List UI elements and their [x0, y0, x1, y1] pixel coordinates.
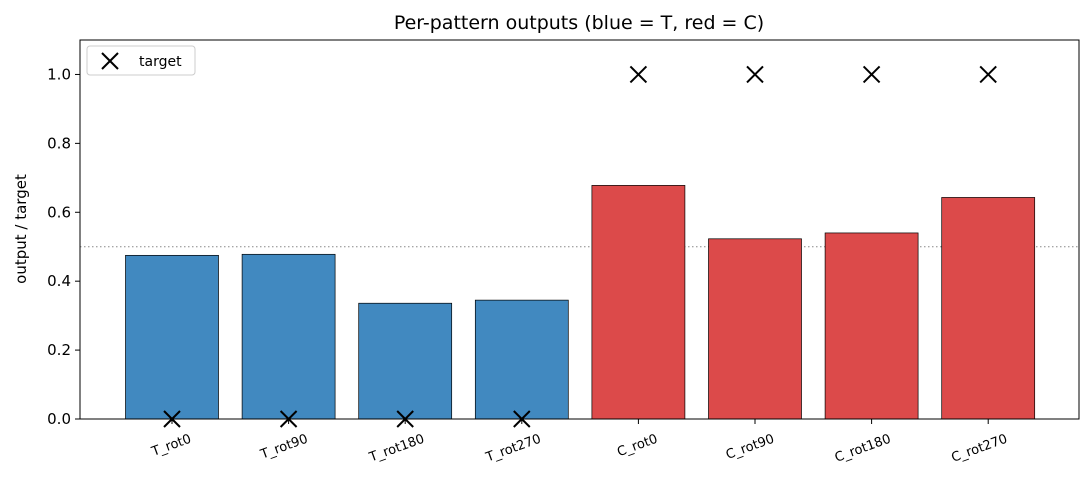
chart-title: Per-pattern outputs (blue = T, red = C) [394, 12, 764, 34]
target-marker-stroke [862, 65, 881, 84]
plot-frame [79, 39, 1080, 420]
bar-T_rot270 [474, 299, 569, 420]
y-axis-label: output / target [12, 174, 30, 284]
x-tick-label-C_rot0: C_rot0 [615, 432, 660, 460]
target-marker-stroke [746, 65, 764, 84]
legend-marker [101, 52, 119, 70]
x-tick-label-T_rot180: T_rot180 [367, 432, 427, 466]
y-tick-label: 0.4 [47, 272, 71, 290]
y-tick-label: 0.6 [47, 203, 71, 221]
bar-T_rot0 [125, 254, 219, 420]
legend: target [86, 45, 196, 76]
x-tick-label-T_rot270: T_rot270 [483, 432, 543, 466]
y-tick-label: 1.0 [47, 65, 71, 83]
x-tick-label-C_rot90: C_rot90 [724, 432, 776, 463]
bar-C_rot270 [941, 197, 1036, 420]
target-marker-stroke [979, 65, 997, 84]
bar-C_rot0 [591, 185, 686, 420]
target-marker-C_rot90 [746, 65, 764, 84]
y-tick-label: 0.0 [47, 410, 71, 428]
target-marker-C_rot270 [979, 65, 997, 84]
y-axis: 0.0 0.2 0.4 0.6 0.8 1.0 [47, 65, 80, 428]
bar-C_rot90 [708, 238, 802, 420]
target-marker-C_rot180 [862, 65, 881, 84]
x-tick-label-C_rot180: C_rot180 [833, 432, 893, 466]
target-marker-C_rot0 [629, 65, 648, 84]
bars [125, 185, 1036, 420]
y-tick-label: 0.8 [47, 134, 71, 152]
target-markers [163, 65, 997, 428]
bar-T_rot90 [241, 253, 336, 420]
x-tick-label-C_rot270: C_rot270 [949, 432, 1009, 466]
legend-box [86, 45, 196, 76]
x-axis: T_rot0 T_rot90 T_rot180 T_rot270 C_rot0 C_rot… [149, 419, 1010, 466]
y-tick-label: 0.2 [47, 341, 71, 359]
x-tick-label-T_rot0: T_rot0 [149, 432, 193, 460]
bar-T_rot180 [358, 302, 453, 420]
bar-C_rot180 [824, 232, 919, 420]
x-tick-label-T_rot90: T_rot90 [258, 432, 310, 463]
legend-label: target [139, 54, 182, 70]
target-marker-stroke [629, 65, 648, 84]
